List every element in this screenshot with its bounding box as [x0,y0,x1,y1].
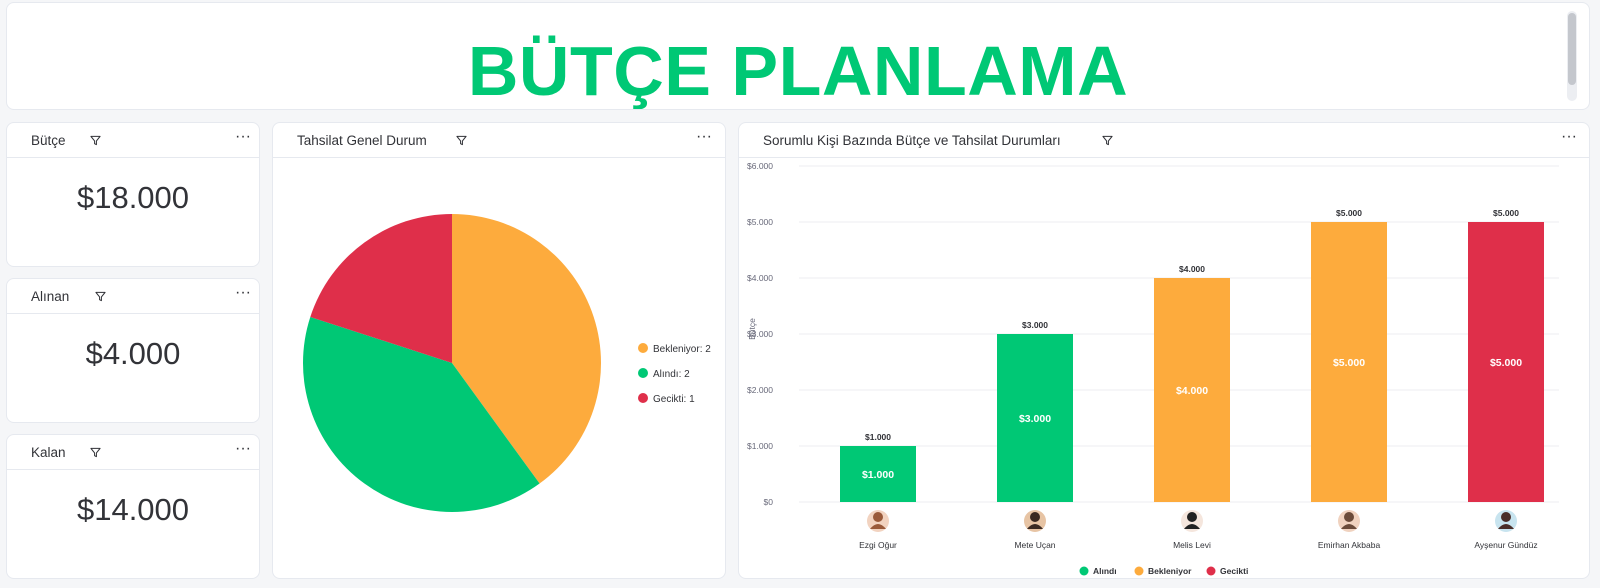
y-tick-label: $3.000 [747,329,773,339]
card-title: Bütçe [31,133,66,148]
pie-legend-item-late[interactable]: Gecikti: 1 [638,393,695,405]
bar-total-label: $5.000 [1493,208,1519,218]
metric-value: $18.000 [76,180,190,215]
avatar[interactable] [1495,510,1517,532]
x-tick-label: Ayşenur Gündüz [1474,540,1537,550]
legend-label: Bekleniyor: 2 [653,344,711,355]
bar-legend-item[interactable]: Alındı [1079,566,1117,576]
pie-legend-item-waiting[interactable]: Bekleniyor: 2 [638,343,711,355]
legend-dot [638,343,648,353]
card-header: Alınan ··· [7,279,259,314]
filter-icon[interactable] [90,135,101,146]
scroll-thumb[interactable] [1568,13,1576,85]
title-card: BÜTÇE PLANLAMA [6,2,1590,110]
bar-value-label: $5.000 [1490,357,1522,369]
y-tick-label: $0 [764,497,774,507]
more-options-icon[interactable]: ··· [235,440,251,457]
filter-icon[interactable] [90,447,101,458]
bar-2[interactable] [997,334,1073,502]
y-axis-label: Bütçe [747,318,757,340]
y-tick-label: $2.000 [747,385,773,395]
bar-value-label: $5.000 [1333,357,1365,369]
page-title: BÜTÇE PLANLAMA [467,32,1129,110]
legend-label: Alındı: 2 [653,369,690,380]
bar-5[interactable] [1468,222,1544,502]
legend-label: Gecikti: 1 [653,394,695,405]
y-tick-label: $5.000 [747,217,773,227]
y-tick-label: $1.000 [747,441,773,451]
x-tick-label: Melis Levi [1173,540,1211,550]
card-title: Sorumlu Kişi Bazında Bütçe ve Tahsilat D… [763,133,1061,148]
avatar[interactable] [867,510,889,532]
avatar[interactable] [1338,510,1360,532]
bar-total-label: $5.000 [1336,208,1362,218]
pie-slice-bekleniyor[interactable] [452,214,601,484]
bar-4[interactable] [1311,222,1387,502]
card-header: Sorumlu Kişi Bazında Bütçe ve Tahsilat D… [739,123,1589,158]
pie-slice-gecikti[interactable] [310,214,452,363]
more-options-icon[interactable]: ··· [696,128,712,145]
more-options-icon[interactable]: ··· [1561,128,1577,145]
bar-total-label: $1.000 [865,432,891,442]
avatar[interactable] [1024,510,1046,532]
card-header: Kalan ··· [7,435,259,470]
card-title: Kalan [31,445,66,460]
filter-icon[interactable] [95,291,106,302]
bar-total-label: $4.000 [1179,264,1205,274]
metric-value: $4.000 [85,336,181,371]
metric-card-received: Alınan ··· $4.000 [6,278,260,423]
more-options-icon[interactable]: ··· [235,284,251,301]
bar-value-label: $4.000 [1176,385,1208,397]
legend-dot [638,368,648,378]
bar-legend-item[interactable]: Bekleniyor [1134,566,1193,576]
filter-icon[interactable] [456,135,467,146]
svg-text:Bekleniyor: Bekleniyor [1148,566,1192,576]
metric-value: $14.000 [76,492,190,527]
x-tick-label: Emirhan Akbaba [1318,540,1381,550]
pie-slice-al-nd-[interactable] [303,316,540,512]
card-header: Tahsilat Genel Durum ··· [273,123,725,158]
x-tick-label: Ezgi Oğur [859,540,897,550]
scrollbar[interactable] [1567,11,1577,101]
y-tick-label: $6.000 [747,161,773,171]
bar-3[interactable] [1154,278,1230,502]
pie-chart [303,214,601,512]
pie-chart-card: Tahsilat Genel Durum ··· Bekleniyor: 2 A… [272,122,726,579]
bar-1[interactable] [840,446,916,502]
bar-legend-item[interactable]: Gecikti [1206,566,1249,576]
y-tick-label: $4.000 [747,273,773,283]
bar-chart: $0 $1.000 $2.000 $3.000 $4.000 $5.000 $6.000 Bü… [747,161,1559,576]
metric-card-budget: Bütçe ··· $18.000 [6,122,260,267]
card-title: Alınan [31,289,70,304]
card-title: Tahsilat Genel Durum [297,133,427,148]
x-tick-label: Mete Uçan [1014,540,1055,550]
metric-card-remaining: Kalan ··· $14.000 [6,434,260,579]
bar-chart-card: Sorumlu Kişi Bazında Bütçe ve Tahsilat D… [738,122,1590,579]
avatar[interactable] [1181,510,1203,532]
filter-icon[interactable] [1102,135,1113,146]
pie-legend-item-received[interactable]: Alındı: 2 [638,368,690,380]
svg-text:Alındı: Alındı [1093,566,1117,576]
bar-total-label: $3.000 [1022,320,1048,330]
legend-dot [638,393,648,403]
more-options-icon[interactable]: ··· [235,128,251,145]
svg-text:Gecikti: Gecikti [1220,566,1248,576]
bar-value-label: $1.000 [862,469,894,481]
bar-value-label: $3.000 [1019,413,1051,425]
card-header: Bütçe ··· [7,123,259,158]
